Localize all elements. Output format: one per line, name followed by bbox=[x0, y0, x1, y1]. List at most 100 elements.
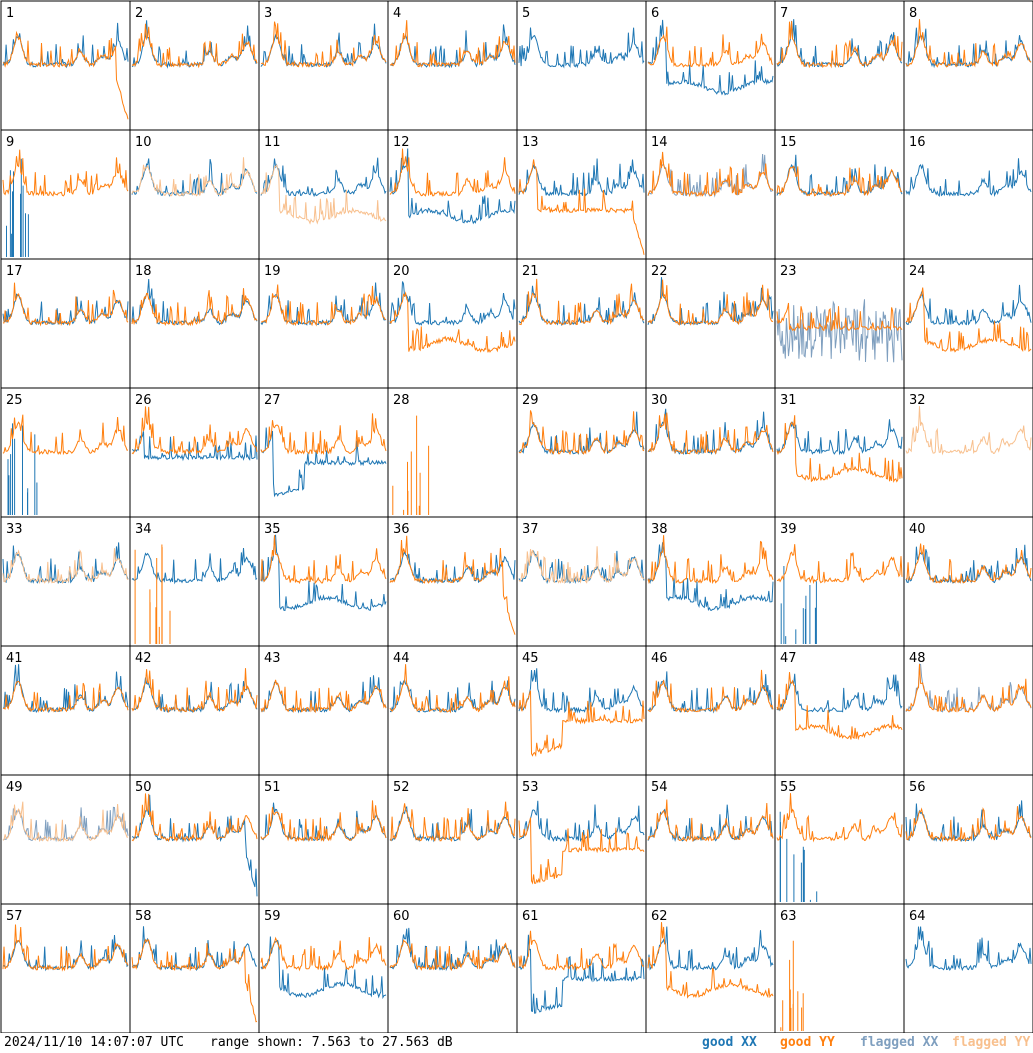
panel-plot-area bbox=[518, 158, 645, 255]
panel-label: 45 bbox=[522, 651, 539, 666]
legend-flagged-yy: flagged YY bbox=[952, 1035, 1031, 1050]
panel-54: 54 bbox=[645, 774, 776, 905]
panel-label: 58 bbox=[135, 909, 152, 924]
panel-plot-area bbox=[905, 406, 1032, 456]
yy-trace bbox=[647, 922, 774, 999]
panel-label: 10 bbox=[135, 135, 152, 150]
xx-trace bbox=[647, 408, 774, 456]
panel-plot-area bbox=[131, 406, 258, 462]
yy-trace bbox=[260, 535, 387, 585]
panel-label: 12 bbox=[393, 135, 410, 150]
panel-frame bbox=[387, 0, 518, 131]
panel-40: 40 bbox=[903, 516, 1033, 647]
panel-41: 41 bbox=[0, 645, 131, 776]
panel-frame bbox=[645, 516, 776, 647]
range-text: range shown: 7.563 to 27.563 dB bbox=[210, 1035, 453, 1050]
panel-plot-area bbox=[647, 669, 774, 714]
panel-11: 11 bbox=[258, 129, 389, 260]
panel-plot-area bbox=[2, 801, 129, 843]
panel-label: 19 bbox=[264, 264, 281, 279]
panel-frame bbox=[387, 129, 518, 260]
yy-trace bbox=[2, 30, 129, 120]
panel-12: 12 bbox=[387, 129, 518, 260]
panel-plot-area bbox=[905, 19, 1032, 69]
panel-label: 5 bbox=[522, 6, 530, 21]
panel-plot-area bbox=[389, 535, 516, 635]
panel-plot-area bbox=[389, 281, 516, 353]
xx-trace bbox=[518, 668, 645, 714]
panel-plot-area bbox=[260, 675, 387, 714]
panel-frame bbox=[645, 129, 776, 260]
panel-23: 23 bbox=[774, 258, 905, 389]
panel-frame bbox=[129, 516, 260, 647]
panel-frame bbox=[387, 258, 518, 389]
footer: 2024/11/10 14:07:07 UTC range shown: 7.5… bbox=[0, 1033, 1033, 1053]
panel-plot-area bbox=[647, 277, 774, 326]
panel-plot-area bbox=[780, 940, 804, 1031]
panel-plot-area bbox=[518, 410, 645, 456]
yy-trace bbox=[389, 535, 516, 635]
panel-label: 23 bbox=[780, 264, 797, 279]
panel-label: 26 bbox=[135, 393, 152, 408]
yy-trace bbox=[131, 406, 258, 456]
panel-frame bbox=[774, 645, 905, 776]
panel-frame bbox=[903, 516, 1033, 647]
panel-28: 28 bbox=[387, 387, 518, 518]
panel-35: 35 bbox=[258, 516, 389, 647]
panel-label: 20 bbox=[393, 264, 410, 279]
panel-label: 54 bbox=[651, 780, 668, 795]
panel-plot-area bbox=[905, 663, 1032, 713]
panel-label: 11 bbox=[264, 135, 281, 150]
xx-trace bbox=[647, 926, 774, 972]
panel-64: 64 bbox=[903, 903, 1033, 1033]
panel-plot-area bbox=[131, 157, 258, 197]
xx-trace bbox=[905, 926, 1032, 972]
xx-trace bbox=[779, 811, 818, 902]
panel-36: 36 bbox=[387, 516, 518, 647]
xx-trace bbox=[647, 542, 774, 612]
panel-plot-area bbox=[260, 936, 387, 1000]
panel-label: 25 bbox=[6, 393, 23, 408]
panel-label: 28 bbox=[393, 393, 410, 408]
panel-6: 6 bbox=[645, 0, 776, 131]
panel-plot-area bbox=[647, 799, 774, 842]
panel-label: 24 bbox=[909, 264, 926, 279]
yy-trace bbox=[131, 157, 258, 197]
panel-plot-area bbox=[2, 664, 129, 714]
panel-55: 55 bbox=[774, 774, 905, 905]
xx-trace bbox=[518, 27, 645, 69]
panel-label: 50 bbox=[135, 780, 152, 795]
panel-37: 37 bbox=[516, 516, 647, 647]
panel-label: 32 bbox=[909, 393, 926, 408]
panel-43: 43 bbox=[258, 645, 389, 776]
panel-plot-area bbox=[260, 413, 387, 498]
panel-50: 50 bbox=[129, 774, 260, 905]
legend-good-xx: good XX bbox=[702, 1035, 757, 1050]
panel-frame bbox=[903, 387, 1033, 518]
xx-trace bbox=[389, 148, 516, 225]
panel-plot-area bbox=[905, 800, 1032, 843]
panel-plot-area bbox=[647, 408, 774, 456]
panel-label: 64 bbox=[909, 909, 926, 924]
yy-trace bbox=[518, 546, 645, 585]
panel-frame bbox=[516, 516, 647, 647]
panel-plot-area bbox=[389, 927, 516, 972]
panel-plot-area bbox=[905, 284, 1032, 353]
xx-trace bbox=[518, 934, 645, 1014]
panel-5: 5 bbox=[516, 0, 647, 131]
panel-10: 10 bbox=[129, 129, 260, 260]
panel-frame bbox=[129, 0, 260, 131]
yy-trace bbox=[518, 410, 645, 455]
panel-plot-area bbox=[518, 800, 645, 885]
panel-60: 60 bbox=[387, 903, 518, 1033]
panel-plot-area bbox=[776, 544, 903, 644]
panel-29: 29 bbox=[516, 387, 647, 518]
xx-trace bbox=[776, 299, 903, 363]
yy-trace bbox=[776, 302, 903, 332]
panel-frame bbox=[516, 0, 647, 131]
panel-9: 9 bbox=[0, 129, 131, 260]
panel-label: 34 bbox=[135, 522, 152, 537]
xx-trace bbox=[7, 423, 38, 515]
panel-label: 53 bbox=[522, 780, 539, 795]
